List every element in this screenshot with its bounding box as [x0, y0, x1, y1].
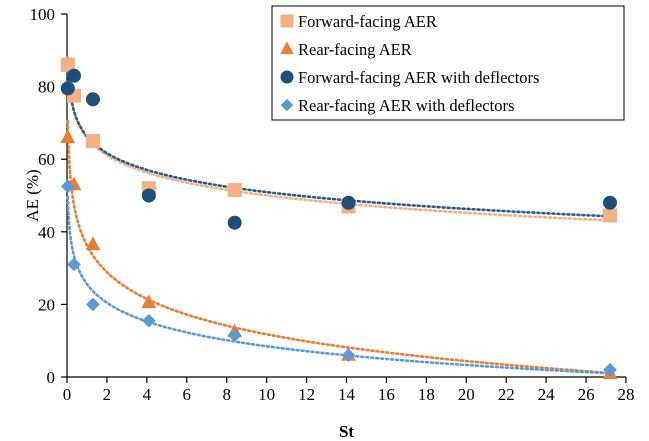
x-tick-label: 12 — [298, 385, 315, 404]
data-point-series-3 — [141, 188, 156, 203]
y-tick-label: 60 — [38, 150, 55, 169]
data-point-series-3 — [603, 195, 618, 210]
y-tick-label: 20 — [38, 295, 55, 314]
legend-box — [271, 5, 625, 121]
data-point-series-4 — [142, 313, 156, 328]
data-point-series-4 — [227, 328, 242, 343]
legend-label-series-1: Forward-facing AER — [298, 12, 437, 31]
x-tick-label: 6 — [183, 385, 192, 404]
trendline-series-4 — [66, 195, 612, 375]
data-point-series-4 — [86, 297, 100, 312]
x-tick-label: 20 — [458, 385, 475, 404]
legend-marker-series-2 — [280, 41, 294, 55]
data-point-series-2 — [60, 129, 76, 144]
data-point-series-1 — [60, 57, 75, 72]
data-point-series-2 — [85, 236, 101, 251]
x-tick-label: 26 — [578, 385, 595, 404]
x-axis-title: St — [339, 422, 354, 441]
data-point-series-4 — [60, 179, 75, 194]
y-tick-label: 80 — [38, 78, 55, 97]
y-tick-label: 40 — [38, 223, 55, 242]
x-tick-label: 4 — [143, 385, 152, 404]
x-tick-label: 10 — [258, 385, 275, 404]
x-tick-label: 14 — [338, 385, 356, 404]
data-point-series-1 — [85, 134, 100, 149]
data-point-series-3 — [66, 68, 81, 83]
x-tick-label: 2 — [103, 385, 112, 404]
legend: Forward-facing AER Rear-facing AER Forward… — [271, 5, 625, 121]
x-tick-label: 18 — [418, 385, 435, 404]
data-point-series-3 — [85, 92, 100, 107]
data-point-series-2 — [141, 294, 157, 309]
x-tick-label: 8 — [222, 385, 231, 404]
x-tick-label: 22 — [498, 385, 515, 404]
data-point-series-1 — [227, 183, 242, 198]
y-tick-label: 0 — [47, 368, 56, 387]
x-tick-label: 16 — [378, 385, 395, 404]
legend-label-series-2: Rear-facing AER — [298, 40, 412, 59]
data-point-series-4 — [341, 348, 356, 363]
data-points — [60, 57, 618, 379]
x-tick-label: 28 — [618, 385, 635, 404]
trendline-series-2 — [66, 119, 612, 375]
legend-marker-series-1 — [280, 14, 294, 28]
legend-label-series-4: Rear-facing AER with deflectors — [298, 96, 514, 115]
data-point-series-3 — [341, 195, 356, 210]
y-axis-title: AE (%) — [23, 169, 42, 221]
data-point-series-1 — [603, 208, 618, 223]
data-point-series-4 — [603, 362, 617, 377]
x-tick-label: 0 — [63, 385, 72, 404]
legend-label-series-3: Forward-facing AER with deflectors — [298, 68, 539, 87]
y-tick-label: 100 — [30, 5, 56, 24]
legend-marker-series-4 — [280, 98, 294, 112]
data-point-series-3 — [227, 215, 242, 230]
data-point-series-4 — [67, 257, 81, 272]
legend-marker-series-3 — [280, 70, 294, 84]
x-tick-label: 24 — [538, 385, 556, 404]
data-point-series-3 — [60, 81, 75, 96]
